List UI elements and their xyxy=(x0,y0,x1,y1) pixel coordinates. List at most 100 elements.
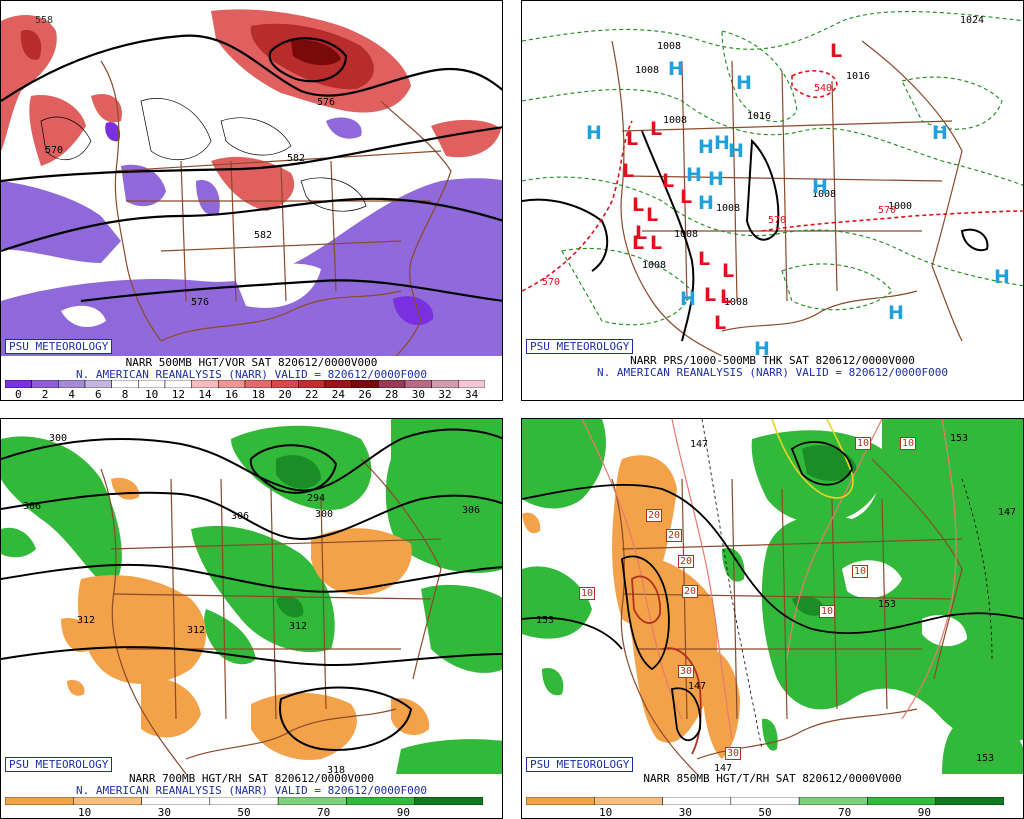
colorbar-swatch xyxy=(141,797,211,805)
isobar-label: 1008 xyxy=(642,260,667,271)
contour-label: 306 xyxy=(231,511,250,522)
high-pressure-marker: H xyxy=(994,266,1010,288)
height-contours xyxy=(1,34,502,303)
contour-label: 153 xyxy=(950,433,969,444)
high-pressure-marker: H xyxy=(728,140,744,162)
contour-label: 147 xyxy=(690,439,709,450)
panel-700mb: 300 306 306 294 300 306 312 312 312 318 … xyxy=(0,418,503,819)
contour-label: 153 xyxy=(536,615,555,626)
brand-label: PSU METEOROLOGY xyxy=(526,757,634,772)
panel-500mb: 558 570 576 582 582 576 PSU METEOROLOGY … xyxy=(0,0,503,401)
temp-label: 30 xyxy=(678,665,695,678)
contour-label: 318 xyxy=(327,765,346,776)
isotherm-30 xyxy=(631,575,702,755)
panel-subtitle: N. AMERICAN REANALYSIS (NARR) VALID = 82… xyxy=(76,784,427,797)
colorbar-swatch xyxy=(271,380,299,388)
colorbar-tick-label: 32 xyxy=(438,388,452,401)
colorbar-850mb xyxy=(526,797,1004,805)
colorbar-tick-label: 14 xyxy=(198,388,212,401)
high-pressure-marker: H xyxy=(698,192,714,214)
height-contours xyxy=(1,428,502,751)
panel-title: NARR 700MB HGT/RH SAT 820612/0000V000 xyxy=(128,772,375,785)
rh-very-moist xyxy=(276,455,321,618)
isobar-label: 1008 xyxy=(716,203,741,214)
panel-subtitle: N. AMERICAN REANALYSIS (NARR) VALID = 82… xyxy=(597,366,948,379)
high-pressure-marker: H xyxy=(686,164,702,186)
colorbar-tick-label: 10 xyxy=(78,806,92,819)
colorbar-tick-label: 30 xyxy=(678,806,692,819)
colorbar-swatch xyxy=(378,380,406,388)
colorbar-tick-label: 10 xyxy=(145,388,159,401)
temperature-contours xyxy=(701,419,993,750)
isobar-label: 1008 xyxy=(657,41,682,52)
vorticity-max xyxy=(291,39,341,66)
thickness-label: 570 xyxy=(878,205,897,216)
isobar-label: 1000 xyxy=(888,201,913,212)
high-pressure-marker: H xyxy=(680,288,696,310)
high-pressure-marker: H xyxy=(714,132,730,154)
colorbar-tick-label: 50 xyxy=(237,806,251,819)
contour-label: 147 xyxy=(714,763,733,774)
isobar-label: 1024 xyxy=(960,15,985,26)
contour-label: 306 xyxy=(462,505,481,516)
panel-surface: 1008 1008 1016 1008 1008 1008 1008 1016 … xyxy=(521,0,1024,401)
colorbar-tick-label: 16 xyxy=(225,388,239,401)
colorbar-swatch xyxy=(458,380,485,388)
high-pressure-marker: H xyxy=(668,58,684,80)
low-pressure-marker: L xyxy=(622,160,635,182)
colorbar-labels: 0 2 4 6 8 10 12 14 16 18 20 22 24 26 28 30 32 34 xyxy=(5,389,485,401)
colorbar-swatch xyxy=(73,797,142,805)
contour-label: 312 xyxy=(187,625,206,636)
colorbar-swatch xyxy=(431,380,459,388)
map-surface xyxy=(522,1,1023,356)
high-pressure-marker: H xyxy=(698,136,714,158)
colorbar-swatch xyxy=(730,797,800,805)
low-pressure-marker: L xyxy=(722,260,735,282)
panel-title: NARR 500MB HGT/VOR SAT 820612/0000V000 xyxy=(125,356,378,369)
contour-label: 147 xyxy=(688,681,707,692)
colorbar-tick-label: 6 xyxy=(95,388,102,401)
colorbar-tick-label: 8 xyxy=(121,388,129,401)
colorbar-tick-label: 90 xyxy=(396,806,410,819)
brand-label: PSU METEOROLOGY xyxy=(526,339,634,354)
colorbar-swatch xyxy=(218,380,246,388)
colorbar-swatch xyxy=(346,797,415,805)
low-pressure-marker: L xyxy=(635,222,648,244)
high-pressure-marker: H xyxy=(812,176,828,198)
isobar-label: 1008 xyxy=(674,229,699,240)
colorbar-swatch xyxy=(138,380,166,388)
brand-label: PSU METEOROLOGY xyxy=(5,757,113,772)
colorbar-tick-label: 70 xyxy=(838,806,852,819)
colorbar-swatch xyxy=(191,380,219,388)
high-pressure-marker: H xyxy=(932,122,948,144)
contour-label: 147 xyxy=(998,507,1017,518)
coastlines xyxy=(611,40,963,356)
colorbar-tick-label: 22 xyxy=(305,388,319,401)
colorbar-swatch xyxy=(164,380,192,388)
high-pressure-marker: H xyxy=(708,168,724,190)
thickness-label: 540 xyxy=(814,83,833,94)
temp-label: 20 xyxy=(678,555,695,568)
temp-label: 10 xyxy=(579,587,596,600)
isotherm-cold xyxy=(771,419,854,499)
colorbar-swatch xyxy=(244,380,272,388)
colorbar-swatch xyxy=(351,380,379,388)
low-pressure-marker: L xyxy=(704,284,717,306)
contour-label: 312 xyxy=(289,621,308,632)
panel-subtitle: N. AMERICAN REANALYSIS (NARR) VALID = 82… xyxy=(76,368,427,381)
contour-label: 570 xyxy=(45,145,64,156)
coastlines xyxy=(100,458,442,774)
colorbar-tick-label: 12 xyxy=(171,388,185,401)
colorbar-tick-label: 0 xyxy=(15,388,22,401)
contour-label: 576 xyxy=(191,297,210,308)
temp-label: 10 xyxy=(855,437,872,450)
colorbar-tick-label: 30 xyxy=(411,388,425,401)
high-pressure-marker: H xyxy=(754,338,770,360)
colorbar-tick-label: 2 xyxy=(41,388,49,401)
low-pressure-marker: L xyxy=(646,204,659,226)
colorbar-tick-label: 4 xyxy=(68,388,75,401)
colorbar-swatch xyxy=(662,797,732,805)
isobar-label: 1016 xyxy=(747,111,772,122)
colorbar-swatch xyxy=(84,380,112,388)
low-pressure-marker: L xyxy=(720,286,733,308)
